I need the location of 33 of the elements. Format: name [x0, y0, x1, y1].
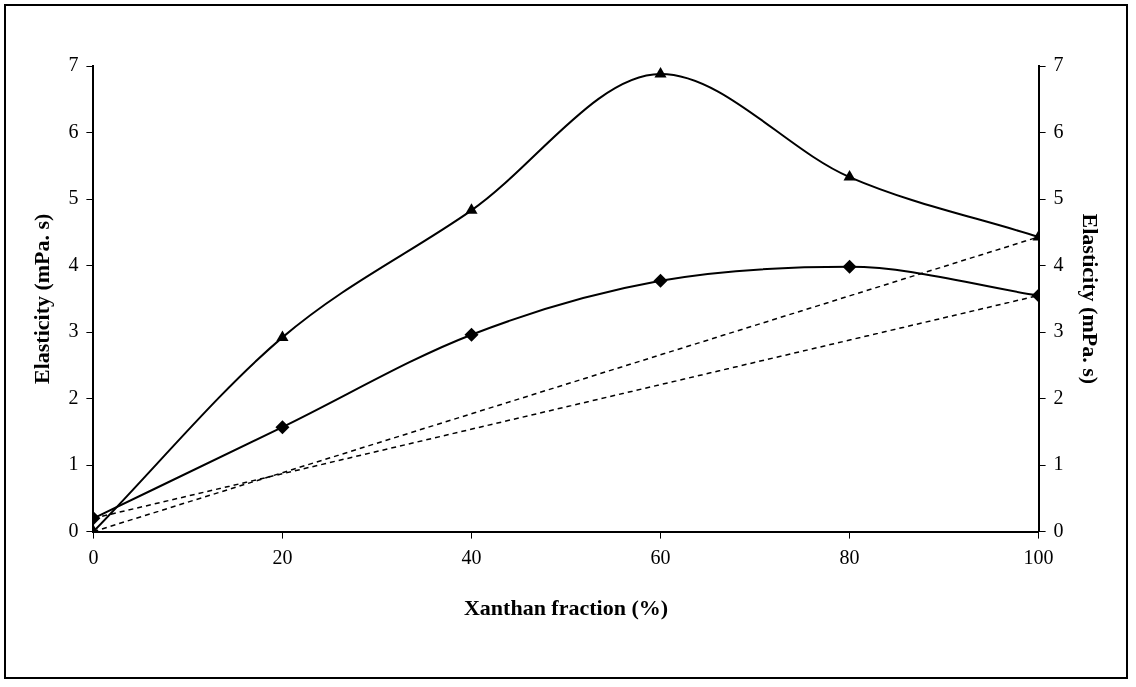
x-tick-label: 40 [461, 545, 482, 568]
y-tick-label: 3 [68, 319, 79, 342]
point [275, 420, 290, 435]
y-tick-label: 7 [68, 53, 79, 76]
point [276, 330, 289, 341]
x-tick-label: 0 [88, 545, 99, 568]
y2-tick-label: 2 [1053, 385, 1064, 408]
y2-axis-title: Elasticity (mPa. s) [1078, 213, 1104, 385]
y-tick-label: 1 [68, 452, 79, 475]
y2-tick-label: 3 [1053, 319, 1064, 342]
x-axis-title: Xanthan fraction (%) [463, 595, 669, 621]
point [465, 203, 478, 214]
y-tick-label: 0 [68, 518, 79, 541]
x-tick-label: 80 [839, 545, 860, 568]
y2-tick-label: 6 [1053, 119, 1064, 142]
x-tick-label: 20 [272, 545, 293, 568]
y2-tick-label: 4 [1053, 252, 1064, 275]
y-tick-label: 6 [68, 119, 79, 142]
y2-tick-label: 1 [1053, 452, 1064, 475]
point [843, 170, 856, 181]
point [464, 327, 479, 342]
y2-tick-label: 0 [1053, 518, 1064, 541]
point [654, 66, 667, 78]
x-tick-label: 60 [650, 545, 671, 568]
y-axis-title: Elasticity (mPa. s) [28, 213, 54, 385]
y-tick-label: 2 [68, 385, 79, 408]
y2-tick-label: 7 [1053, 53, 1064, 76]
point [653, 273, 668, 288]
point [842, 259, 857, 274]
y-tick-label: 4 [68, 252, 79, 275]
x-tick-label: 100 [1023, 545, 1054, 568]
y2-tick-label: 5 [1053, 186, 1064, 209]
y-tick-label: 5 [68, 186, 79, 209]
